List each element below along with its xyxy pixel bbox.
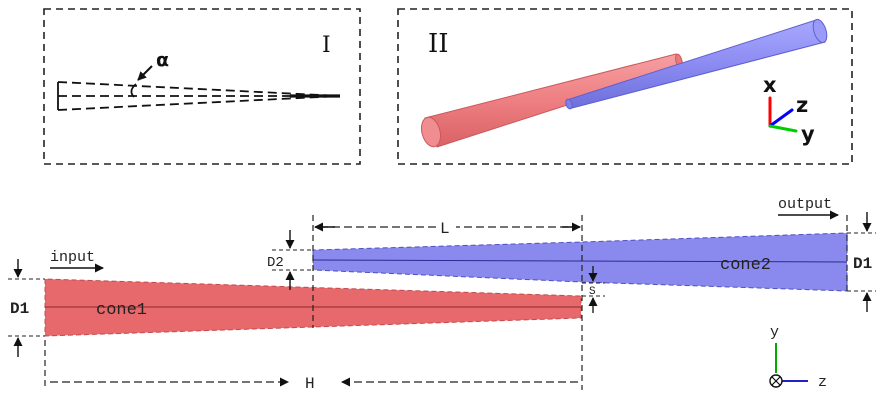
axis-x-label: x xyxy=(763,73,777,97)
axis-y-label: y xyxy=(801,122,815,146)
cone2-label: cone2 xyxy=(720,256,771,275)
d1-right-label: D1 xyxy=(853,255,872,273)
input-label: input xyxy=(50,249,95,266)
blue-cone-3d xyxy=(565,18,828,110)
angle-alpha-label: α xyxy=(156,49,169,71)
d1-left-label: D1 xyxy=(10,300,29,318)
panel-ii-label: II xyxy=(428,29,449,59)
z-axis-line xyxy=(768,108,794,128)
y-axis-line xyxy=(768,124,798,133)
d2-label: D2 xyxy=(267,255,284,271)
panel-ii: II x z y xyxy=(397,8,853,165)
cone1-label: cone1 xyxy=(96,301,147,320)
axis-indicator-2d: y z xyxy=(769,324,827,391)
schematic: cone2 cone1 L xyxy=(8,196,876,393)
angle-arc xyxy=(130,83,137,98)
panel-ii-frame xyxy=(397,8,853,165)
angle-arrow xyxy=(137,65,153,81)
red-cone-3d xyxy=(420,53,683,148)
axis-z-2d-label: z xyxy=(818,374,827,391)
axis-y-2d-label: y xyxy=(770,324,779,341)
output-label: output xyxy=(778,196,832,213)
l-label: L xyxy=(440,220,450,238)
panel-i-label: I xyxy=(322,33,331,58)
panel-i-frame xyxy=(43,8,361,165)
h-label: H xyxy=(305,375,315,393)
panel-i-cone-outline xyxy=(57,81,341,111)
panel-i: I α xyxy=(43,8,361,165)
axis-triad-3d xyxy=(768,96,798,133)
axis-z-label: z xyxy=(796,93,808,117)
s-label: S xyxy=(589,286,596,298)
cone2-axis xyxy=(312,259,848,263)
